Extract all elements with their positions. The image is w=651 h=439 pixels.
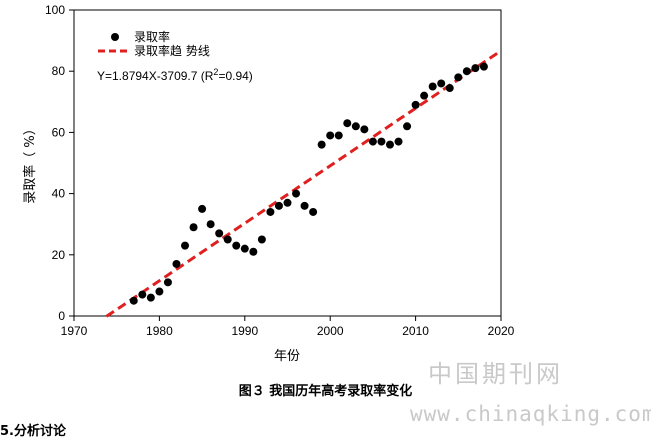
data-point-2014 [445, 84, 454, 93]
watermark-url: www.chinaqking.com [410, 402, 651, 426]
watermark-cn: 中国期刊网 [428, 360, 563, 388]
y-tick-label-60: 60 [52, 125, 66, 139]
x-tick-label-1970: 1970 [61, 324, 88, 338]
plot-frame [73, 9, 502, 317]
x-tick-label-2010: 2010 [402, 324, 429, 338]
data-point-2012 [428, 82, 437, 91]
data-point-1993 [266, 207, 275, 216]
data-point-1997 [300, 201, 309, 210]
data-point-1995 [283, 198, 292, 207]
data-point-2016 [462, 67, 471, 76]
data-point-2017 [471, 64, 480, 73]
data-point-2011 [420, 91, 429, 100]
data-point-1990 [240, 244, 249, 253]
data-point-2018 [479, 62, 488, 71]
data-points [129, 62, 488, 305]
data-point-2015 [454, 73, 463, 82]
equation-tail: =0.94) [218, 69, 252, 83]
legend: 录取率 录取率趋 势线 [98, 29, 210, 58]
data-point-1987 [215, 229, 224, 238]
data-point-1982 [172, 259, 181, 268]
x-tick-label-1990: 1990 [231, 324, 258, 338]
data-point-1999 [317, 140, 326, 149]
legend-label-points: 录取率 [134, 29, 170, 44]
legend-label-trend: 录取率趋 势线 [134, 43, 210, 58]
y-tick-label-80: 80 [52, 64, 66, 78]
figure-caption: 图３ 我国历年高考录取率变化 [238, 384, 413, 399]
x-tick-label-2020: 2020 [488, 324, 515, 338]
data-point-1988 [223, 235, 232, 244]
data-point-1985 [198, 204, 207, 213]
data-point-1981 [163, 278, 172, 287]
y-tick-label-0: 0 [58, 309, 65, 323]
data-point-1998 [309, 207, 318, 216]
data-point-2006 [377, 137, 386, 146]
axis-ticks: 1970 1980 1990 2000 2010 2020 0 20 40 60 80 100 [45, 3, 515, 338]
data-point-1989 [232, 241, 241, 250]
data-point-2007 [385, 140, 394, 149]
equation-sup: 2 [213, 67, 218, 77]
x-tick-label-1980: 1980 [146, 324, 173, 338]
data-point-1984 [189, 223, 198, 232]
data-point-1991 [249, 247, 258, 256]
data-point-1978 [138, 290, 147, 299]
y-axis-title: 录取率（ %） [22, 122, 38, 204]
trendline [105, 49, 502, 318]
data-point-1996 [292, 189, 301, 198]
x-axis-title: 年份 [274, 349, 300, 364]
data-point-2013 [437, 79, 446, 88]
data-point-2003 [351, 122, 360, 131]
data-point-2004 [360, 125, 369, 134]
regression-equation: Y=1.8794X-3709.7 (R2=0.94) [97, 67, 253, 83]
data-point-1980 [155, 287, 164, 296]
y-tick-label-100: 100 [45, 3, 65, 17]
x-tick-label-2000: 2000 [317, 324, 344, 338]
trendline-layer [105, 49, 502, 318]
y-tick-label-20: 20 [52, 248, 66, 262]
section-heading-cut: 5.分析讨论 [0, 424, 66, 439]
data-point-2008 [394, 137, 403, 146]
equation-main: Y=1.8794X-3709.7 (R [97, 69, 214, 83]
legend-marker-dot [111, 33, 119, 41]
data-point-1986 [206, 220, 215, 229]
data-point-1992 [257, 235, 266, 244]
data-point-1983 [181, 241, 190, 250]
data-point-2002 [343, 119, 352, 128]
data-point-2000 [326, 131, 335, 140]
data-point-2010 [411, 100, 420, 109]
data-point-2005 [368, 137, 377, 146]
data-point-1977 [129, 296, 138, 305]
data-point-2001 [334, 131, 343, 140]
data-point-1994 [274, 201, 283, 210]
data-point-1979 [146, 293, 155, 302]
y-tick-label-40: 40 [52, 187, 66, 201]
data-point-2009 [403, 122, 412, 131]
